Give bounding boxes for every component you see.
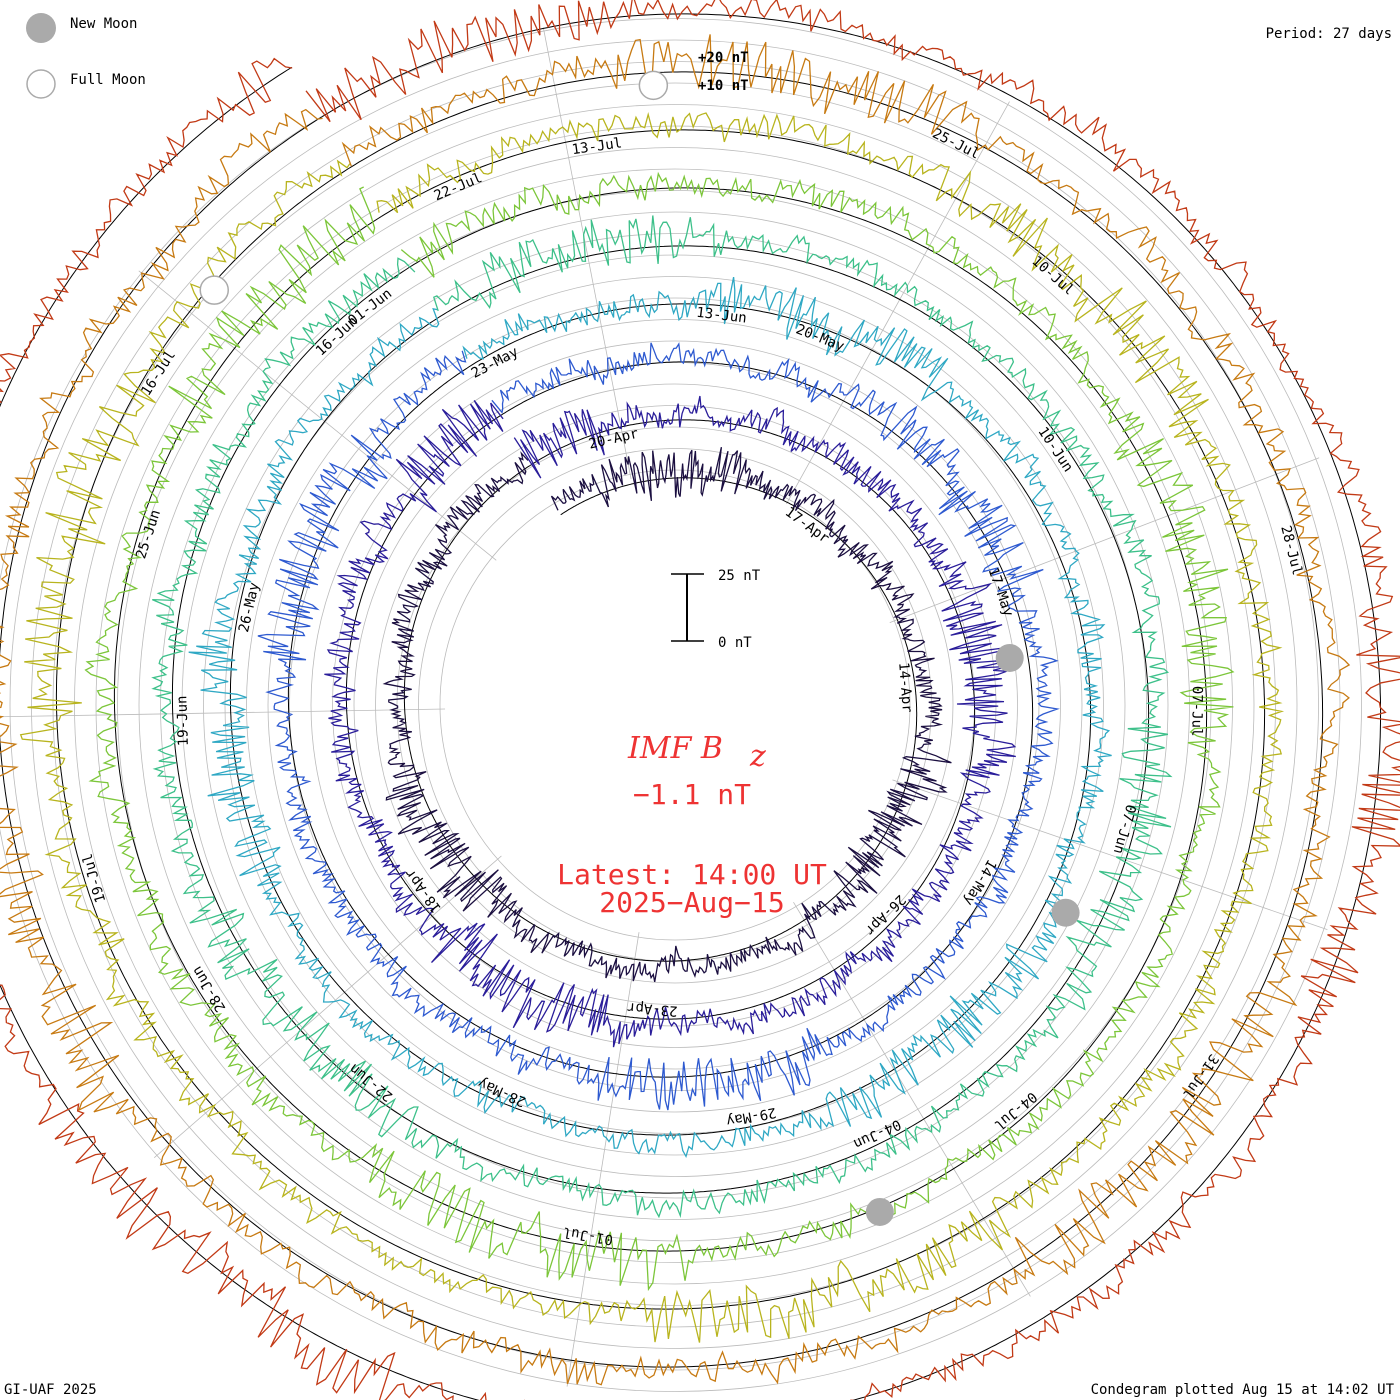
reference-ring [289, 319, 1061, 1091]
day-spoke [566, 932, 640, 1387]
latest-date: 2025−Aug−15 [599, 886, 784, 919]
series-trace-3 [257, 342, 1060, 1111]
zero-baseline [0, 71, 1324, 1368]
day-spoke [889, 457, 1320, 623]
parameter-subscript: z [749, 739, 766, 774]
scale-top-label: 25 nT [718, 568, 761, 584]
new-moon-marker [995, 643, 1024, 672]
scale-bar: 25 nT 0 nT [671, 568, 761, 651]
moon-markers [199, 70, 1080, 1226]
reference-ring [246, 276, 1104, 1134]
reference-ring [9, 39, 1341, 1371]
day-spoke [786, 101, 1010, 505]
footer-credit: GI-UAF 2025 [4, 1382, 97, 1398]
zero-baseline [287, 361, 1034, 1078]
date-label: 01-Jun [345, 286, 395, 329]
date-label: 01-Jul [562, 1223, 614, 1247]
reference-ring [52, 82, 1298, 1328]
day-spoke [892, 779, 1328, 931]
ref-label-plus10: +10 nT [698, 78, 749, 94]
full-moon-icon [26, 69, 56, 99]
footer-plotted: Condegram plotted Aug 15 at 14:02 UT [1091, 1382, 1395, 1398]
date-label: 20-May [794, 321, 847, 354]
day-spoke [542, 27, 632, 480]
day-spoke [793, 901, 1031, 1297]
series-trace-1 [382, 447, 952, 983]
reference-ring [74, 104, 1276, 1306]
new-moon-icon [26, 13, 56, 43]
full-moon-label: Full Moon [70, 72, 146, 88]
date-label: 25-Jul [930, 126, 982, 163]
date-label: 07-Jul [1188, 686, 1205, 737]
reference-ring [117, 147, 1233, 1263]
scale-bottom-label: 0 nT [718, 635, 752, 651]
reference-ring [31, 61, 1319, 1349]
new-moon-marker [865, 1197, 894, 1226]
zero-baseline [0, 13, 1382, 1400]
series-trace-2 [324, 395, 1017, 1048]
date-label: 13-Jul [571, 135, 623, 158]
date-label: 14-Apr [895, 662, 915, 714]
reference-ring [181, 211, 1169, 1199]
reference-ring [160, 190, 1190, 1220]
zero-baseline [55, 129, 1266, 1310]
reference-ring [0, 18, 1362, 1392]
zero-baseline [403, 464, 918, 962]
center-readout: IMF B z −1.1 nT Latest: 14:00 UT 2025−Au… [557, 731, 827, 919]
full-moon-marker [638, 70, 669, 101]
current-value: −1.1 nT [633, 778, 751, 811]
series-trace-7 [19, 111, 1285, 1343]
ref-label-plus20: +20 nT [698, 50, 749, 66]
date-label: 22-Jul [432, 170, 485, 204]
zero-baseline [113, 187, 1208, 1252]
reference-ring [203, 233, 1147, 1177]
legend: New Moon Full Moon [26, 13, 146, 99]
date-label: 19-Jun [174, 695, 192, 746]
series-trace-5 [151, 215, 1173, 1219]
series-trace-4 [188, 276, 1112, 1159]
period-label: Period: 27 days [1266, 26, 1392, 42]
date-label: 26-Apr [861, 891, 908, 938]
zero-baseline [171, 245, 1150, 1194]
latest-time: Latest: 14:00 UT [557, 858, 827, 891]
date-label: 13-Jun [695, 305, 747, 327]
series-trace-8 [0, 34, 1351, 1386]
reference-ring [224, 254, 1126, 1156]
new-moon-marker [1051, 898, 1080, 927]
reference-rings [0, 18, 1362, 1392]
reference-ring [353, 383, 997, 1027]
day-spoke [138, 270, 497, 561]
full-moon-marker [199, 275, 230, 305]
date-label: 23-Apr [626, 999, 678, 1019]
reference-ring [310, 340, 1040, 1070]
series-trace-6 [84, 171, 1235, 1292]
parameter-title: IMF B [627, 731, 723, 766]
zero-baseline [229, 303, 1092, 1136]
reference-ring [267, 297, 1083, 1113]
new-moon-label: New Moon [70, 16, 137, 32]
day-spoke [153, 855, 502, 1158]
